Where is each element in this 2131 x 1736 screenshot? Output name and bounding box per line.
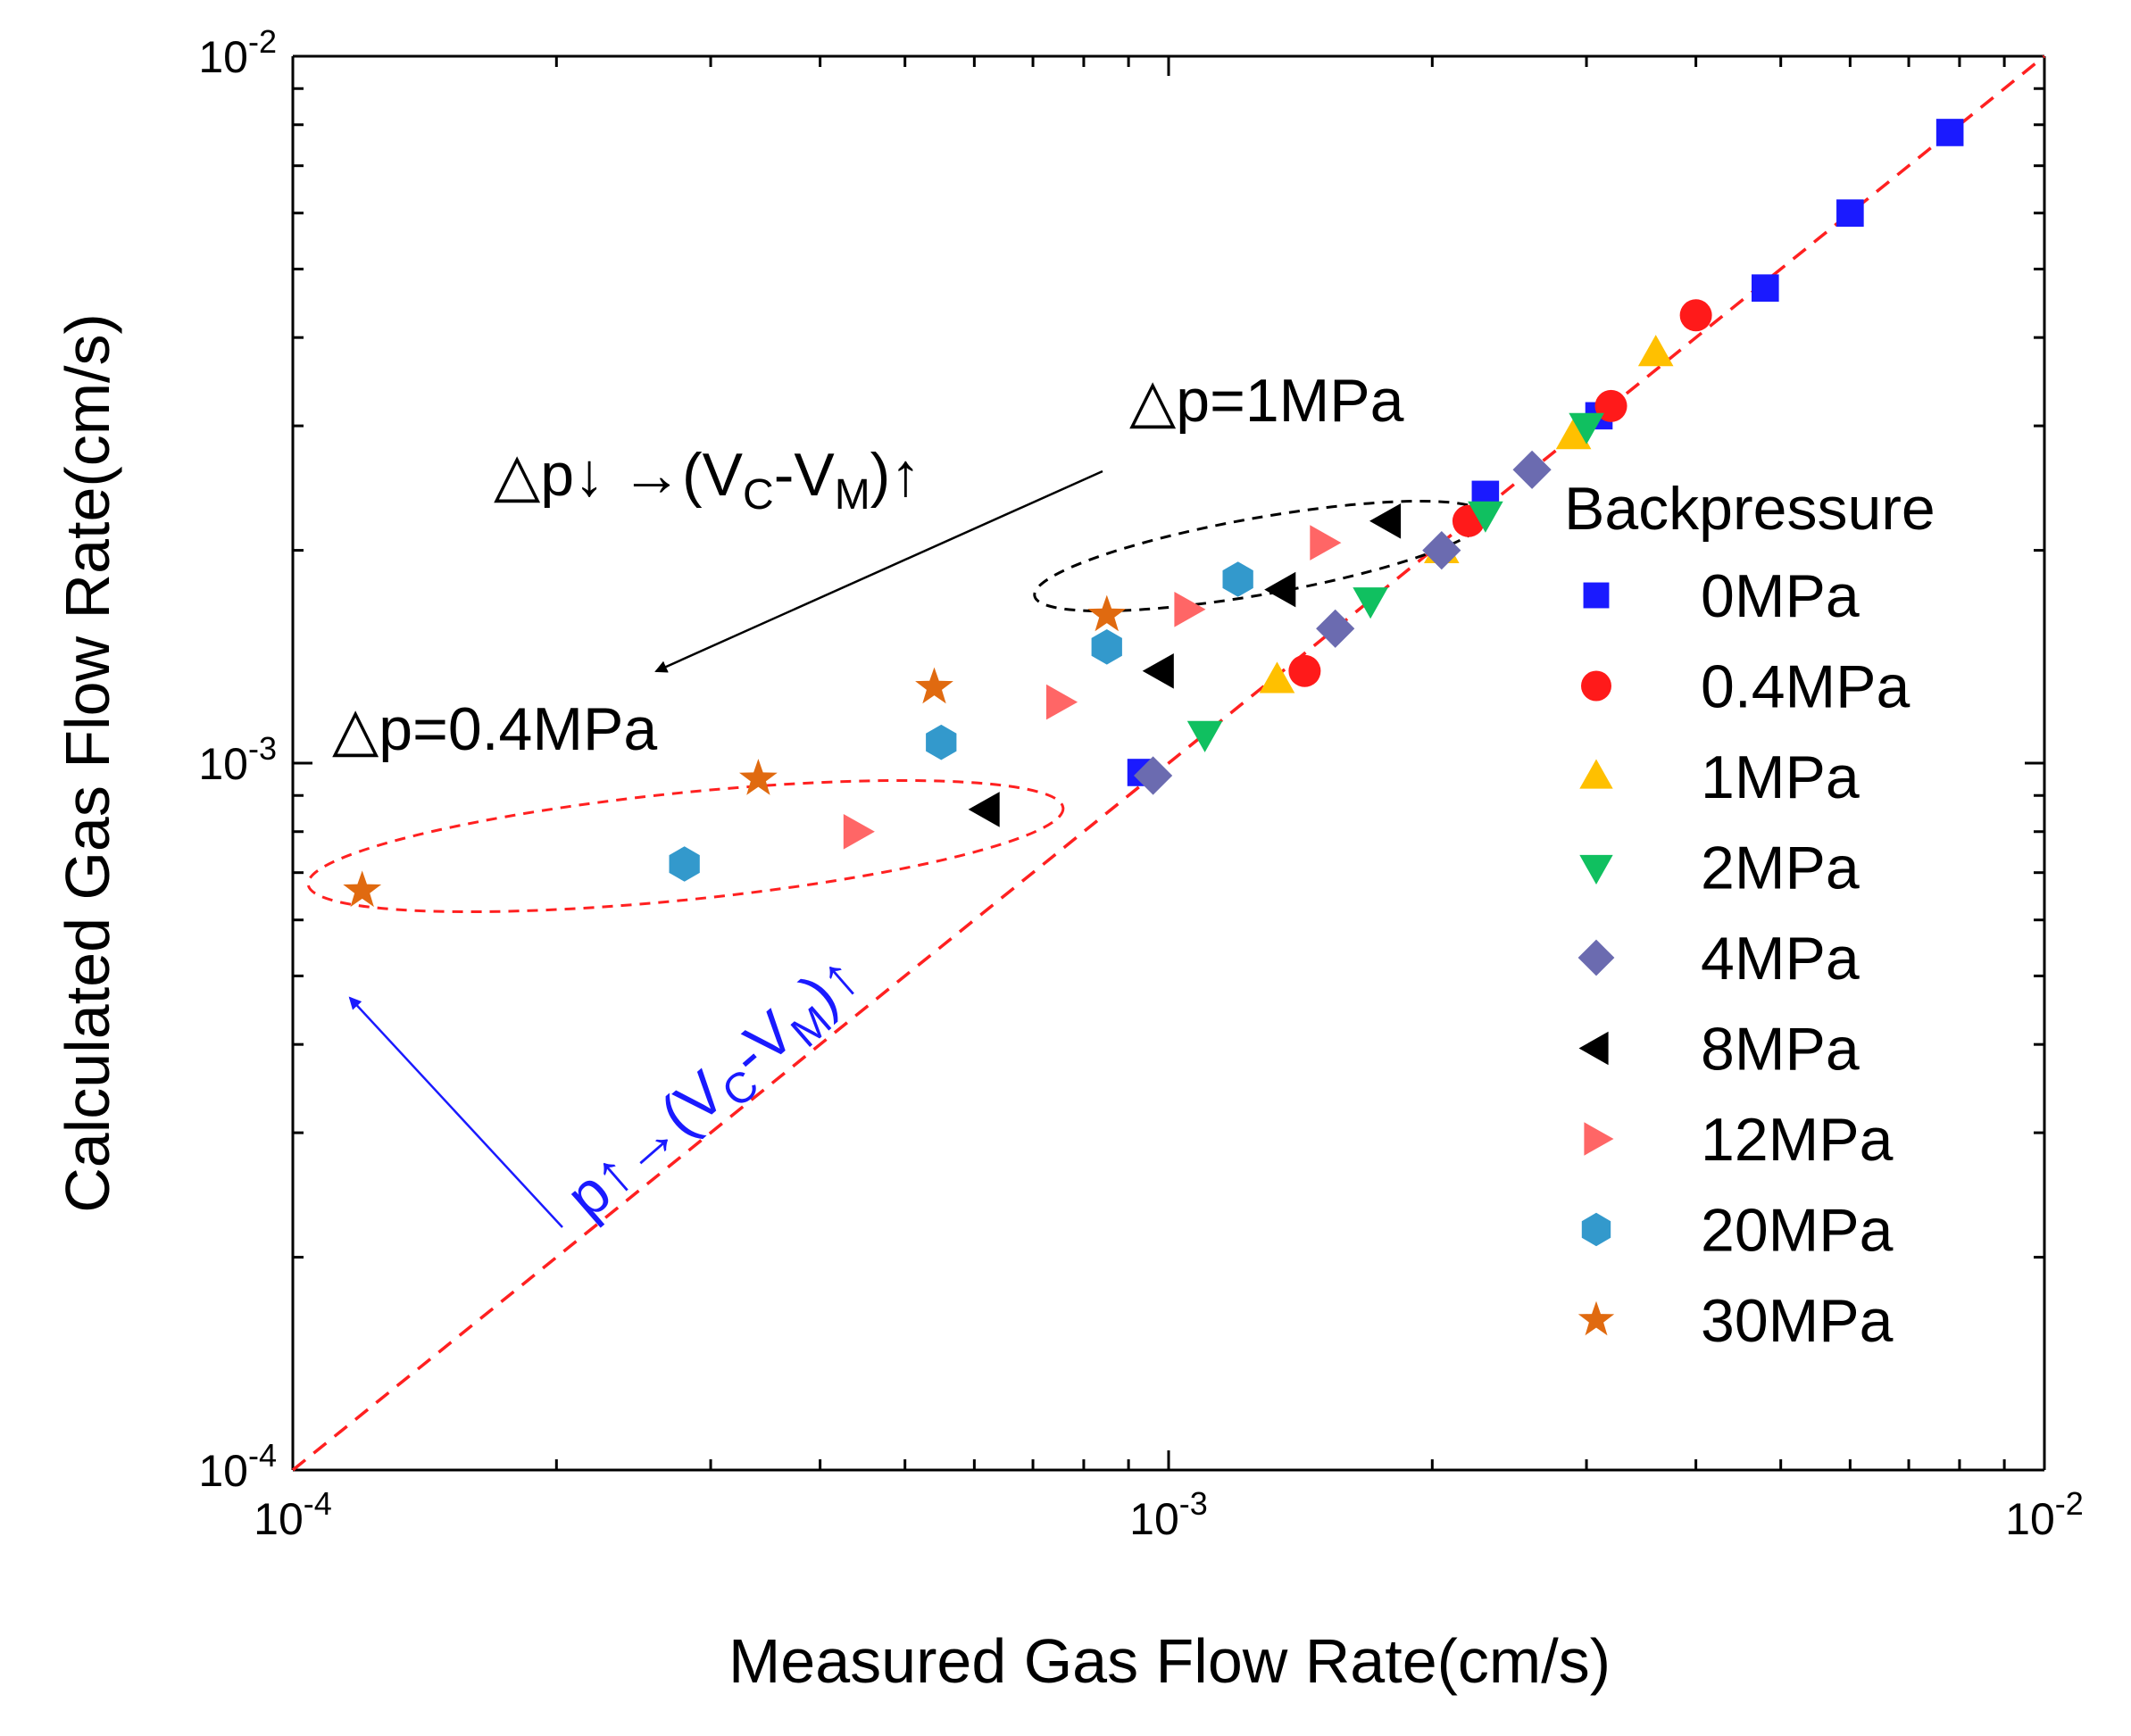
point-30mpa [739, 759, 778, 795]
legend-label-2mpa: 2MPa [1701, 835, 1860, 902]
annotation-p-increase: p↑→(VC-VM)↑ [554, 942, 878, 1239]
x-tick-label: 10-4 [254, 1485, 332, 1544]
legend-marker-1mpa [1579, 759, 1613, 789]
point-30mpa [915, 667, 953, 704]
point-0mpa [1751, 274, 1779, 302]
point-1mpa [1259, 661, 1295, 694]
point-20mpa [926, 724, 957, 760]
x-tick-label: 10-3 [1129, 1485, 1208, 1544]
point-30mpa [1087, 594, 1127, 632]
point-12mpa [1046, 684, 1078, 720]
p-arrow [348, 996, 563, 1228]
legend-marker-0mpa [1583, 582, 1610, 609]
point-8mpa [1369, 503, 1402, 539]
x-tick-label-base: 10 [1129, 1494, 1179, 1544]
data-points [343, 119, 1964, 908]
legend-label-30mpa: 30MPa [1701, 1287, 1894, 1355]
y-tick-label-base: 10 [198, 739, 248, 789]
y-tick-label: 10-2 [198, 23, 277, 82]
point-1mpa [1555, 418, 1592, 450]
annotation-dp-suffix: )↑ [870, 441, 921, 509]
legend-label-12mpa: 12MPa [1701, 1106, 1894, 1174]
point-4mpa [1316, 609, 1355, 648]
point-2mpa [1353, 587, 1388, 619]
x-tick-label-exp: -4 [304, 1485, 332, 1522]
y-axis-title: Calculated Gas Flow Rate(cm/s) [53, 313, 122, 1213]
legend: Backpressure 0MPa 0.4MPa 1MPa 2MPa 4MPa 8MPa 1… [1564, 475, 1935, 1355]
annotation-p-prefix: p↑→(V [554, 1058, 738, 1231]
y-tick-label: 10-4 [198, 1437, 277, 1496]
annotation-dp-1mpa: △p=1MPa [1129, 367, 1404, 435]
y-tick-label-exp: -3 [248, 730, 277, 767]
legend-label-1mpa: 1MPa [1701, 743, 1860, 811]
point-0mpa [1836, 199, 1864, 228]
point-0-4mpa [1679, 299, 1712, 332]
point-2mpa [1186, 720, 1223, 752]
dp04-ellipse [306, 778, 1065, 914]
point-8mpa [1142, 653, 1174, 689]
point-1mpa [1637, 335, 1674, 367]
axis-ticks: 10-4 10-3 10-210-410-310-2 [198, 23, 2083, 1544]
legend-label-0-4mpa: 0.4MPa [1701, 653, 1910, 721]
point-0mpa [1935, 119, 1964, 146]
point-2mpa [1569, 412, 1604, 444]
annotation-dp-mid: -V [774, 441, 836, 509]
point-12mpa [843, 814, 875, 850]
point-20mpa [1222, 561, 1253, 597]
annotation-dp-decrease: △p↓ →(VC-VM)↑ [494, 441, 920, 519]
point-20mpa [1091, 629, 1122, 665]
point-0-4mpa [1288, 654, 1321, 687]
y-tick-label: 10-3 [198, 730, 277, 789]
y-tick-label-base: 10 [198, 32, 248, 82]
point-2mpa [1468, 501, 1503, 533]
legend-label-0mpa: 0MPa [1701, 562, 1860, 630]
x-tick-label-base: 10 [2005, 1494, 2055, 1544]
legend-marker-8mpa [1578, 1031, 1609, 1066]
legend-marker-30mpa [1577, 1300, 1615, 1336]
legend-label-4mpa: 4MPa [1701, 925, 1860, 993]
legend-marker-20mpa [1581, 1212, 1611, 1247]
annotation-dp-sub-m: M [835, 471, 870, 519]
annotation-dp-0-4mpa: △p=0.4MPa [332, 695, 657, 763]
annotation-dp-sub-c: C [743, 471, 774, 519]
point-12mpa [1310, 525, 1342, 561]
legend-title: Backpressure [1564, 475, 1935, 543]
point-8mpa [1264, 571, 1296, 608]
point-20mpa [669, 846, 700, 882]
x-tick-label-exp: -2 [2055, 1485, 2084, 1522]
annotation-dp-prefix: △p↓ →(V [494, 441, 744, 509]
legend-marker-0-4mpa [1581, 670, 1611, 702]
x-tick-label: 10-2 [2005, 1485, 2084, 1544]
legend-label-20mpa: 20MPa [1701, 1197, 1894, 1265]
x-tick-label-base: 10 [254, 1494, 304, 1544]
y-tick-label-base: 10 [198, 1446, 248, 1496]
x-axis-title: Measured Gas Flow Rate(cm/s) [728, 1626, 1611, 1696]
legend-marker-4mpa [1577, 939, 1615, 976]
legend-marker-12mpa [1584, 1122, 1614, 1156]
y-tick-label-exp: -2 [248, 23, 277, 60]
x-tick-label-exp: -3 [1179, 1485, 1208, 1522]
point-8mpa [968, 792, 1000, 827]
legend-label-8mpa: 8MPa [1701, 1016, 1860, 1084]
point-30mpa [343, 870, 382, 908]
point-12mpa [1174, 592, 1206, 627]
y-tick-label-exp: -4 [248, 1437, 277, 1474]
point-4mpa [1134, 756, 1173, 795]
point-4mpa [1422, 531, 1461, 570]
dp-arrow [654, 469, 1103, 673]
point-4mpa [1512, 450, 1552, 489]
legend-marker-2mpa [1579, 854, 1613, 885]
